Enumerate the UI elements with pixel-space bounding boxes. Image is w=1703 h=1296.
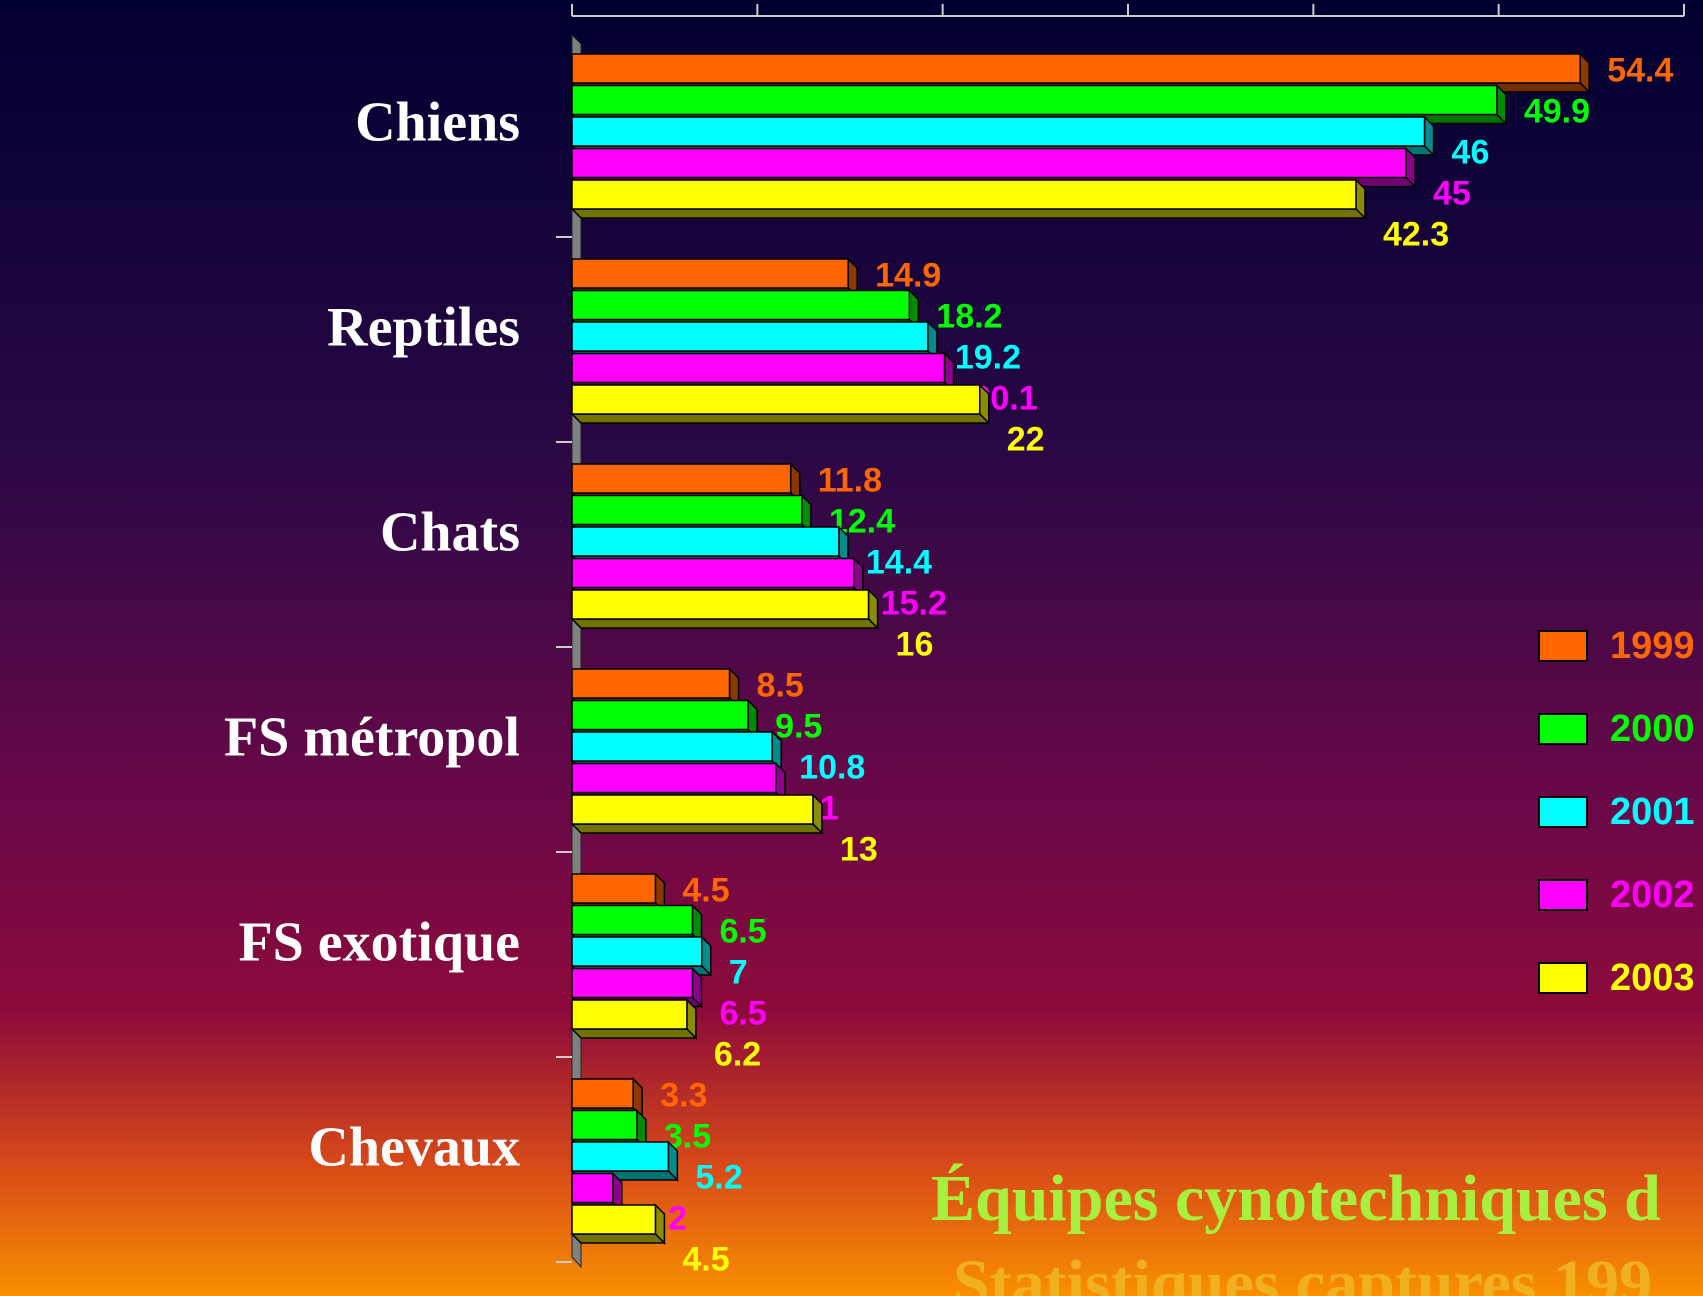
bar: [572, 937, 702, 966]
value-label: 4.5: [682, 871, 729, 909]
bar: [572, 54, 1580, 83]
bar: [572, 1142, 668, 1171]
bar: [572, 322, 928, 351]
value-label: 11.8: [818, 461, 882, 499]
category-label: Chiens: [355, 91, 520, 153]
bar: [572, 385, 980, 414]
category-label: Reptiles: [327, 296, 520, 358]
value-label: 54.4: [1607, 51, 1673, 89]
value-label: 16: [896, 625, 934, 663]
value-label: 49.9: [1524, 92, 1590, 130]
bar: [572, 86, 1497, 115]
chart-subtitle: Statistiques captures 199: [953, 1247, 1652, 1296]
bar: [572, 969, 692, 998]
value-label: 6.2: [714, 1035, 761, 1073]
value-label: 6.5: [719, 994, 766, 1032]
bar-bottom: [572, 1234, 664, 1243]
legend-swatch: [1539, 880, 1587, 910]
bar: [572, 669, 730, 698]
bar: [572, 259, 848, 288]
bar: [572, 149, 1406, 178]
bar: [572, 1111, 637, 1140]
bar: [572, 795, 813, 824]
bar: [572, 732, 772, 761]
value-label: 46: [1452, 133, 1490, 171]
bar-bottom: [572, 209, 1365, 218]
bar: [572, 354, 945, 383]
value-label: 13: [840, 830, 878, 868]
bar: [572, 874, 655, 903]
bar-bottom: [572, 414, 989, 423]
value-label: 8.5: [757, 666, 804, 704]
bar: [572, 559, 854, 588]
value-label: 9.5: [775, 707, 822, 745]
value-label: 18.2: [936, 297, 1002, 335]
value-label: 19.2: [955, 338, 1021, 376]
value-label: 6.5: [719, 912, 766, 950]
bar: [572, 1174, 613, 1203]
legend-label: 2000: [1610, 708, 1695, 750]
bar: [572, 590, 869, 619]
legend-label: 1999: [1610, 625, 1695, 667]
legend-label: 2003: [1610, 957, 1695, 999]
bar: [572, 527, 839, 556]
legend-swatch: [1539, 631, 1587, 661]
bar: [572, 496, 802, 525]
value-label: 7: [729, 953, 748, 991]
category-label: FS métropol: [224, 706, 520, 768]
bar: [572, 906, 692, 935]
legend-swatch: [1539, 714, 1587, 744]
bar: [572, 291, 909, 320]
bar: [572, 180, 1356, 209]
category-label: Chats: [380, 501, 520, 563]
chart-title: Équipes cynotechniques d: [931, 1162, 1661, 1235]
legend-label: 2001: [1610, 791, 1695, 833]
legend-label: 2002: [1610, 874, 1695, 916]
bar: [572, 1205, 655, 1234]
bar: [572, 701, 748, 730]
category-label: FS exotique: [238, 911, 520, 973]
bar-bottom: [572, 619, 878, 628]
value-label: 15.2: [881, 584, 947, 622]
chart: Équipes cynotechniques d Statistiques ca…: [0, 0, 1703, 1296]
value-label: 42.3: [1383, 215, 1449, 253]
legend-swatch: [1539, 797, 1587, 827]
bar: [572, 464, 791, 493]
bar-bottom: [572, 1029, 696, 1038]
value-label: 5.2: [695, 1158, 742, 1196]
value-label: 45: [1433, 174, 1471, 212]
bar: [572, 117, 1425, 146]
value-label: 3.3: [660, 1076, 707, 1114]
bar: [572, 1000, 687, 1029]
value-label: 4.5: [682, 1240, 729, 1278]
value-label: 22: [1007, 420, 1045, 458]
bar: [572, 1079, 633, 1108]
legend-swatch: [1539, 963, 1587, 993]
category-label: Chevaux: [308, 1116, 520, 1178]
bar: [572, 764, 776, 793]
value-label: 14.4: [866, 543, 932, 581]
value-label: 14.9: [875, 256, 941, 294]
page: {"chart_data": { "type": "bar", "orienta…: [0, 0, 1703, 1296]
value-label: 10.8: [799, 748, 865, 786]
bar-bottom: [572, 824, 822, 833]
